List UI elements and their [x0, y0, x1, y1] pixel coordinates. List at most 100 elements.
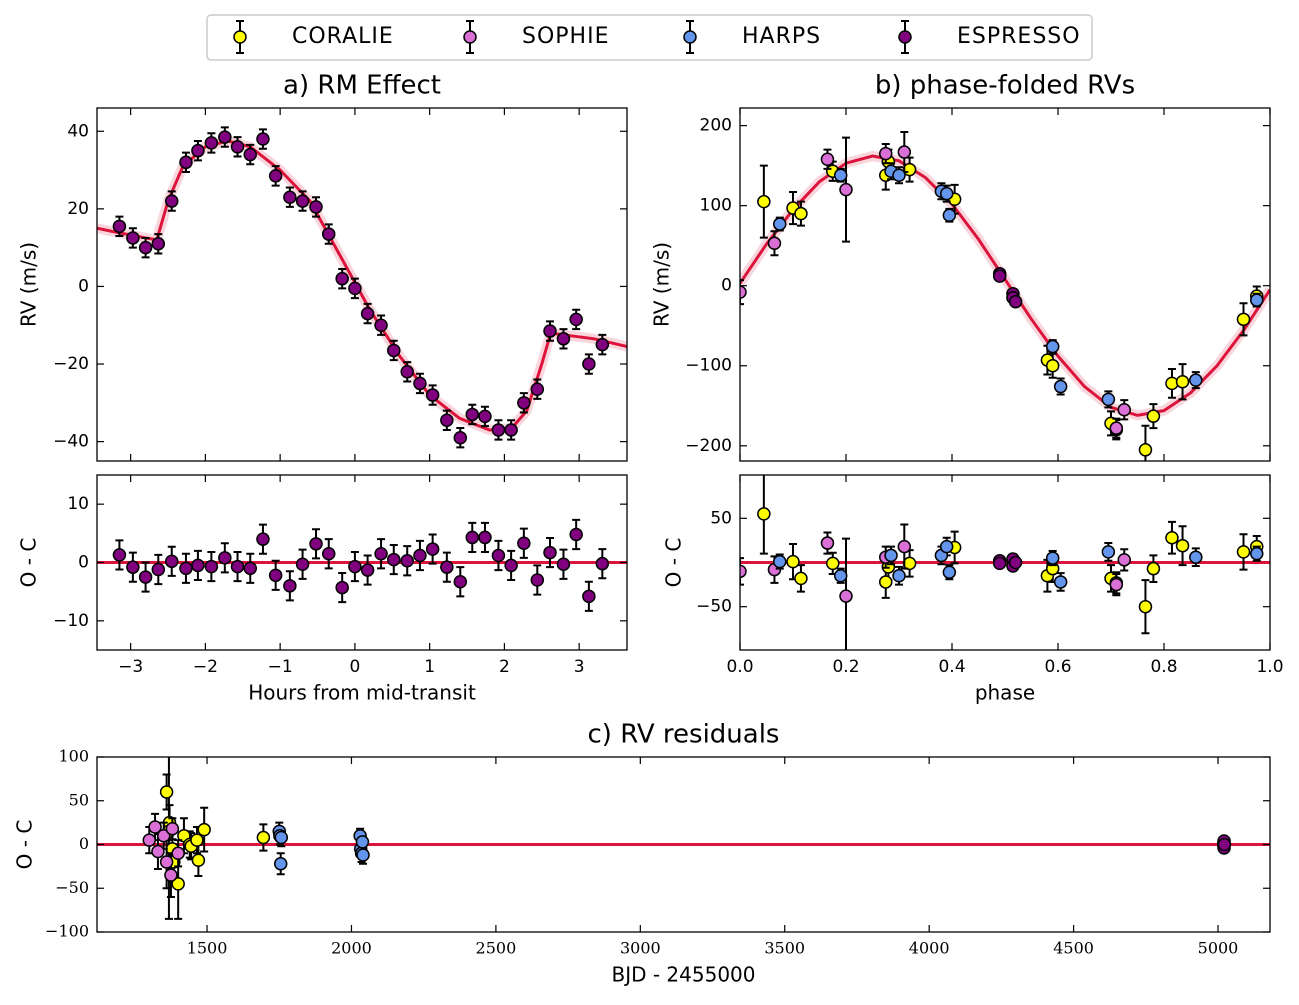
data-point — [992, 556, 1007, 571]
data-point — [794, 571, 808, 586]
data-point — [1008, 555, 1023, 570]
y-tick-label: 0 — [78, 276, 89, 296]
data-point — [440, 560, 454, 574]
data-point — [1045, 339, 1060, 354]
axes-frame — [96, 474, 628, 651]
data-point — [138, 240, 153, 255]
data-point — [165, 554, 179, 569]
x-tick-label: 2000 — [331, 939, 372, 958]
data-point — [348, 559, 362, 574]
x-tick-label: 0.6 — [1044, 657, 1071, 677]
data-point — [939, 186, 954, 201]
y-tick-label: −100 — [45, 922, 89, 941]
data-point — [1138, 599, 1153, 614]
y-axis-label: O - C — [662, 538, 686, 588]
data-point — [1109, 421, 1124, 435]
x-axis-label: phase — [975, 681, 1035, 705]
data-point — [1217, 837, 1232, 852]
data-point — [230, 140, 245, 154]
data-point — [794, 206, 808, 221]
axes-frame — [96, 107, 628, 462]
data-point — [165, 822, 180, 836]
data-point — [992, 269, 1007, 283]
data-point — [582, 589, 596, 604]
data-point — [374, 547, 388, 561]
y-axis-label: O - C — [13, 820, 37, 870]
x-tick-label: 0.8 — [1150, 657, 1177, 677]
data-point — [556, 332, 571, 346]
x-tick-label: 1.0 — [1256, 657, 1283, 677]
data-point — [504, 558, 518, 573]
data-point — [839, 182, 853, 197]
data-point — [256, 830, 271, 845]
data-point — [413, 376, 427, 391]
data-point — [197, 822, 211, 837]
data-point — [335, 580, 349, 595]
data-point — [478, 409, 492, 424]
y-tick-label: −40 — [53, 432, 89, 452]
y-tick-label: 100 — [700, 196, 732, 216]
data-point — [387, 343, 401, 358]
data-point — [1101, 392, 1116, 407]
data-point — [165, 194, 179, 208]
x-tick-label: 2500 — [476, 939, 517, 958]
y-tick-label: −50 — [55, 878, 89, 897]
data-point — [773, 554, 787, 569]
data-point — [348, 281, 362, 296]
y-tick-label: 0 — [78, 553, 89, 573]
data-point — [517, 396, 531, 410]
y-tick-label: 100 — [58, 747, 89, 766]
y-tick-label: 10 — [67, 494, 89, 514]
data-point — [1175, 538, 1190, 553]
axes-frame — [739, 107, 1271, 462]
y-tick-label: 50 — [69, 790, 89, 809]
data-point — [826, 556, 840, 571]
x-tick-label: 0.4 — [938, 657, 965, 677]
x-tick-label: 3000 — [620, 939, 661, 958]
data-point — [465, 530, 480, 545]
data-point — [740, 285, 747, 299]
data-point — [569, 527, 583, 542]
data-point — [159, 785, 174, 799]
data-point — [321, 547, 336, 561]
data-point — [833, 569, 848, 583]
data-point — [321, 227, 336, 241]
data-point — [897, 145, 912, 159]
x-axis-label: Hours from mid-transit — [248, 681, 476, 705]
data-point — [295, 557, 310, 571]
y-tick-label: 40 — [67, 121, 89, 141]
data-point — [530, 573, 545, 587]
data-point — [1250, 293, 1264, 307]
data-point — [218, 551, 232, 565]
x-tick-label: −1 — [268, 657, 293, 677]
panel-title: c) RV residuals — [588, 720, 780, 750]
data-point — [786, 554, 800, 569]
plot-area — [97, 126, 627, 449]
data-point — [465, 407, 480, 422]
data-point — [543, 545, 557, 560]
data-point — [595, 337, 610, 352]
data-point — [218, 130, 232, 144]
data-point — [1101, 545, 1116, 559]
x-tick-label: 3500 — [764, 939, 805, 958]
data-point — [112, 219, 127, 234]
data-point — [1189, 550, 1203, 564]
legend-label: HARPS — [742, 24, 821, 49]
data-point — [112, 548, 127, 562]
data-point — [230, 559, 245, 574]
x-tick-label: −3 — [118, 657, 143, 677]
plot-area — [97, 518, 627, 612]
legend-label: CORALIE — [292, 24, 394, 49]
data-point — [374, 318, 388, 332]
data-point — [179, 155, 193, 170]
data-point — [1189, 373, 1203, 387]
data-point — [1045, 358, 1060, 373]
data-point — [400, 365, 414, 379]
y-tick-label: 0 — [721, 276, 732, 296]
data-point — [204, 559, 219, 574]
data-point — [243, 147, 257, 162]
data-point — [942, 565, 957, 579]
data-point — [556, 557, 571, 571]
x-tick-label: 2 — [499, 657, 510, 677]
